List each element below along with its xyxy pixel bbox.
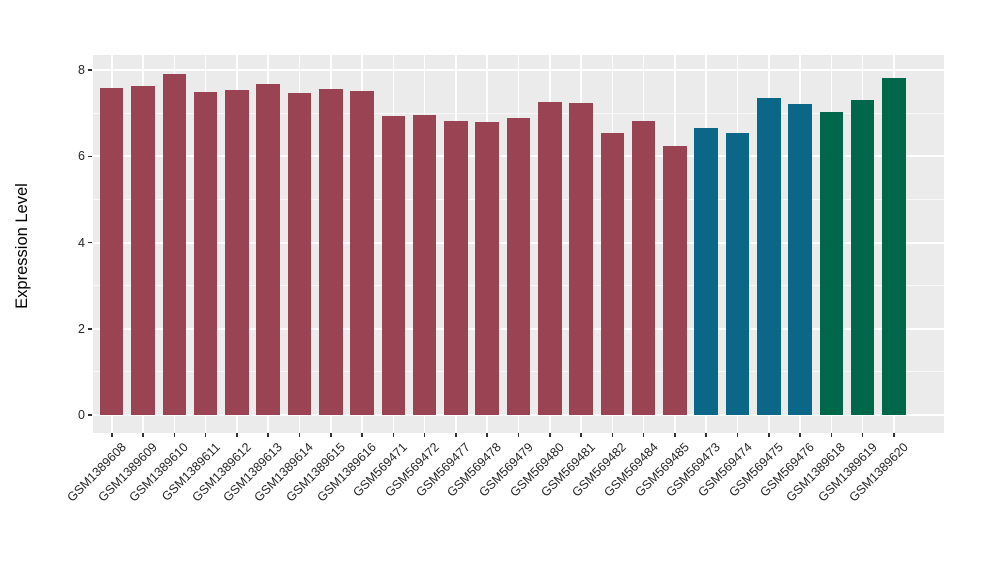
bar-GSM569478	[475, 121, 499, 415]
bar-GSM569476	[788, 104, 812, 415]
bar-GSM1389613	[256, 83, 280, 415]
bar-GSM569474	[725, 132, 750, 415]
xtick-mark-GSM569476	[799, 433, 801, 437]
xtick-mark-GSM1389612	[236, 433, 238, 437]
ytick-mark-2	[88, 328, 92, 330]
bar-GSM569472	[412, 115, 437, 415]
xtick-mark-GSM569478	[486, 433, 488, 437]
ytick-mark-0	[88, 414, 92, 416]
xtick-mark-GSM1389618	[830, 433, 833, 437]
bar-GSM569475	[757, 98, 781, 415]
bar-GSM1389611	[193, 91, 218, 415]
ytick-mark-8	[88, 69, 92, 71]
bar-GSM1389610	[162, 73, 187, 415]
xtick-mark-GSM569477	[455, 433, 457, 437]
xtick-mark-GSM1389610	[173, 433, 176, 437]
bar-GSM569471	[381, 115, 406, 415]
bar-GSM1389612	[225, 90, 249, 415]
ytick-mark-4	[88, 241, 92, 244]
xtick-mark-GSM569471	[392, 433, 395, 437]
bar-GSM569473	[694, 127, 718, 415]
bar-GSM1389618	[819, 111, 844, 415]
xtick-mark-GSM569474	[736, 433, 739, 437]
xtick-mark-GSM569475	[768, 433, 770, 437]
xtick-mark-GSM1389614	[298, 433, 301, 437]
bar-GSM569484	[631, 121, 656, 415]
ytick-label-6: 6	[78, 149, 85, 164]
bar-GSM1389615	[319, 88, 343, 415]
bar-GSM1389609	[131, 86, 155, 415]
plot-panel	[93, 55, 944, 433]
xtick-mark-GSM569481	[580, 433, 582, 437]
xtick-mark-GSM569479	[517, 433, 520, 437]
bar-GSM569477	[444, 120, 468, 415]
ytick-mark-6	[88, 155, 92, 157]
xtick-mark-GSM569472	[423, 433, 426, 437]
xtick-mark-GSM1389611	[204, 433, 207, 437]
bar-GSM1389620	[882, 77, 906, 415]
xtick-mark-GSM1389620	[893, 433, 895, 437]
xtick-mark-GSM1389609	[142, 433, 144, 437]
y-axis-title: Expression Level	[13, 183, 31, 309]
ytick-label-8: 8	[78, 63, 85, 77]
bar-GSM1389608	[100, 87, 124, 415]
xtick-mark-GSM1389615	[330, 433, 332, 437]
bar-GSM1389619	[850, 100, 875, 415]
xtick-mark-GSM1389608	[111, 433, 113, 437]
bar-GSM569480	[538, 101, 562, 415]
xtick-mark-GSM569485	[674, 433, 676, 437]
bar-GSM569482	[600, 132, 625, 415]
xtick-mark-GSM569473	[705, 433, 707, 437]
bar-GSM1389616	[350, 91, 374, 415]
bar-GSM1389614	[287, 93, 312, 415]
bar-GSM569485	[663, 145, 687, 415]
ytick-label-0: 0	[78, 408, 85, 422]
xtick-mark-GSM569482	[611, 433, 614, 437]
xtick-mark-GSM569484	[642, 433, 645, 437]
bar-GSM569481	[569, 102, 593, 415]
xtick-mark-GSM569480	[549, 433, 551, 437]
xtick-mark-GSM1389613	[267, 433, 269, 437]
ytick-label-4: 4	[78, 235, 85, 250]
xtick-mark-GSM1389616	[361, 433, 363, 437]
xtick-mark-GSM1389619	[861, 433, 864, 437]
ytick-label-2: 2	[78, 321, 85, 336]
bar-GSM569479	[506, 118, 531, 415]
